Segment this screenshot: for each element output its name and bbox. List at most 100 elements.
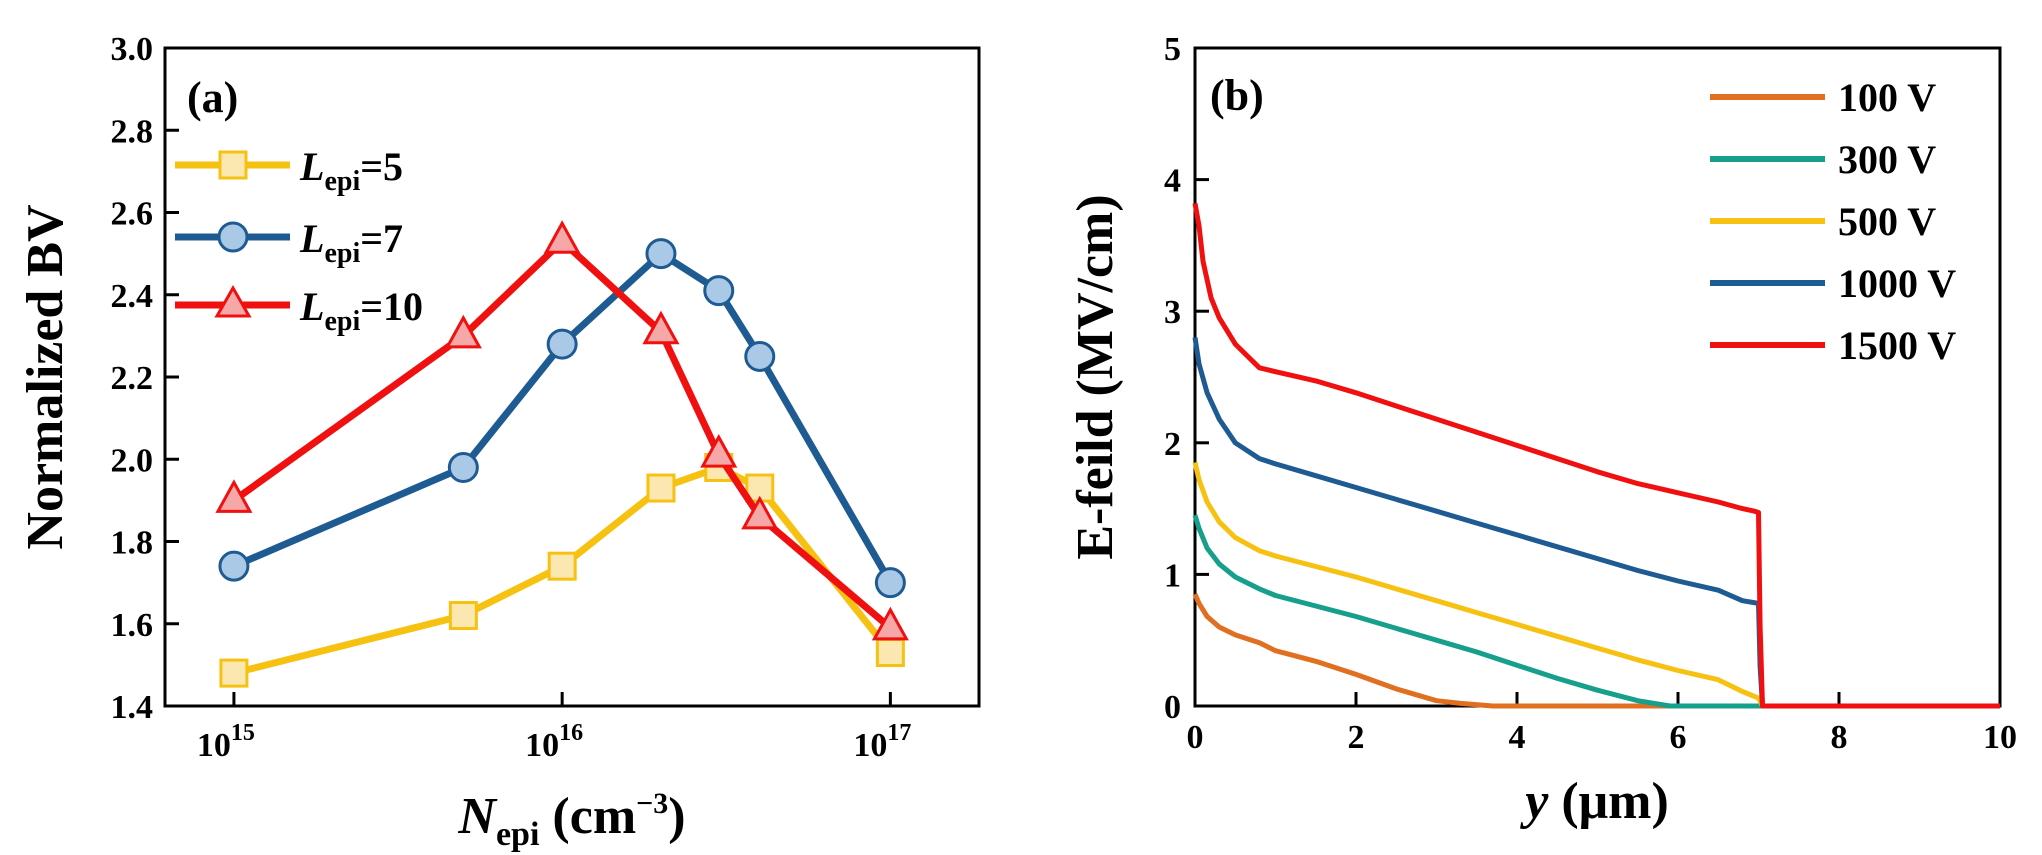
legend-label-b-1: 300 V xyxy=(1838,137,1936,182)
legend-item-b-3: 1000 V xyxy=(1710,261,1956,306)
legend-label-b-3: 1000 V xyxy=(1838,261,1956,306)
y-tick-label-b-0: 0 xyxy=(1164,689,1181,726)
panel-label-b: (b) xyxy=(1210,71,1264,120)
data-point-a-1-3 xyxy=(645,238,677,270)
data-point-a-0-0 xyxy=(219,658,249,688)
data-point-a-1-4 xyxy=(703,275,735,307)
x-tick-base-a-2: 10 xyxy=(853,727,887,764)
legend-label-b-0: 100 V xyxy=(1838,75,1936,120)
legend-label-b-2: 500 V xyxy=(1838,199,1936,244)
data-point-a-2-2 xyxy=(543,220,581,254)
y-axis-title-a: Normalized BV xyxy=(17,204,74,549)
data-point-a-0-1 xyxy=(448,601,478,631)
legend-item-b-0: 100 V xyxy=(1710,75,1936,120)
x-title-units-a: (cm xyxy=(539,788,636,845)
data-point-a-2-6 xyxy=(871,606,909,641)
x-title-sup-a: −3 xyxy=(636,787,668,820)
legend-item-b-4: 1500 V xyxy=(1710,323,1956,368)
y-tick-label-a-3: 2.0 xyxy=(111,442,154,479)
y-tick-label-a-1: 1.6 xyxy=(111,607,154,644)
x-tick-base-a-0: 10 xyxy=(197,727,231,764)
y-tick-label-a-0: 1.4 xyxy=(111,689,154,726)
series-line-b-4 xyxy=(1192,202,2000,709)
chart-b: 0 2 4 6 8 10 0 1 2 3 4 5 (b) E-feild (MV/cm) y (μm… xyxy=(1067,31,2017,830)
series-a xyxy=(215,220,909,688)
data-point-a-1-5 xyxy=(744,340,776,372)
x-tick-label-b-5: 10 xyxy=(1983,719,2017,756)
y-tick-label-b-3: 3 xyxy=(1164,294,1181,331)
legend-marker-a-2 xyxy=(214,284,252,318)
x-tick-label-a-0: 1015 xyxy=(197,720,255,764)
series-a-2 xyxy=(215,220,909,641)
x-tick-label-b-4: 8 xyxy=(1831,719,1848,756)
y-tick-label-b-5: 5 xyxy=(1164,31,1181,68)
panel-label-a: (a) xyxy=(187,73,238,122)
legend-item-a-1: Lepi=7 xyxy=(175,216,403,269)
x-tick-label-b-3: 6 xyxy=(1670,719,1687,756)
x-axis-title-b: y (μm) xyxy=(1519,773,1669,830)
x-tick-exp-a-0: 15 xyxy=(231,720,255,746)
x-tick-exp-a-1: 16 xyxy=(559,720,583,746)
x-title-main-b: y xyxy=(1519,773,1549,830)
legend-sub-a-0: epi xyxy=(324,166,360,197)
legend-marker-a-0 xyxy=(218,150,248,180)
x-tick-base-a-1: 10 xyxy=(525,727,559,764)
data-point-a-1-2 xyxy=(546,328,578,360)
series-b xyxy=(1192,202,2000,709)
x-ticks-a: 1015 1016 1017 xyxy=(197,692,911,764)
x-title-close-a: ) xyxy=(668,788,685,845)
x-title-units-b: (μm) xyxy=(1548,773,1668,830)
legend-item-b-1: 300 V xyxy=(1710,137,1936,182)
series-a-0 xyxy=(219,452,905,688)
legend-marker-a-1 xyxy=(217,221,249,253)
legend-item-b-2: 500 V xyxy=(1710,199,1936,244)
y-tick-label-a-2: 1.8 xyxy=(111,525,154,562)
x-tick-label-b-0: 0 xyxy=(1187,719,1204,756)
x-tick-exp-a-2: 17 xyxy=(887,720,911,746)
data-point-a-2-5 xyxy=(741,495,779,530)
y-tick-label-a-4: 2.2 xyxy=(111,360,154,397)
legend-main-a-1: L xyxy=(299,216,324,261)
x-axis-title-a: Nepi (cm−3) xyxy=(457,787,685,853)
x-tick-label-b-2: 4 xyxy=(1509,719,1526,756)
data-point-a-2-3 xyxy=(642,310,680,345)
chart-a: 1015 1016 1017 1.41.61.82.02.22.42.62.83.0… xyxy=(17,31,981,853)
legend-b: 100 V 300 V 500 V 1000 V 1500 V xyxy=(1710,75,1956,368)
y-ticks-a: 1.4 1.6 1.8 2.0 2.2 2.4 2.6 2.8 3.0 xyxy=(111,31,179,726)
data-point-a-2-0 xyxy=(215,479,253,513)
y-ticks-b: 0 1 2 3 4 5 xyxy=(1164,31,1209,726)
data-point-a-0-6 xyxy=(875,638,905,668)
y-tick-label-a-8: 3.0 xyxy=(111,31,154,68)
legend-rest-a-2: =10 xyxy=(360,284,423,329)
y-tick-label-a-6: 2.6 xyxy=(111,196,154,233)
legend-main-a-0: L xyxy=(299,144,324,189)
series-a-1 xyxy=(218,238,906,599)
series-line-b-1 xyxy=(1192,514,2000,709)
x-tick-label-a-2: 1017 xyxy=(853,720,911,764)
data-point-a-2-1 xyxy=(444,314,482,349)
data-point-a-2-4 xyxy=(700,434,738,468)
y-tick-label-b-4: 4 xyxy=(1164,163,1181,200)
legend-label-a-0: Lepi=5 xyxy=(299,144,403,197)
legend-a: Lepi=5 Lepi=7 Lepi=10 xyxy=(175,144,423,337)
y-tick-label-b-1: 1 xyxy=(1164,557,1181,594)
data-point-a-1-6 xyxy=(874,567,906,599)
legend-label-b-4: 1500 V xyxy=(1838,323,1956,368)
x-title-sub-a: epi xyxy=(496,816,539,853)
y-axis-title-b: E-feild (MV/cm) xyxy=(1067,194,1124,559)
legend-label-a-2: Lepi=10 xyxy=(299,284,423,337)
legend-item-a-2: Lepi=10 xyxy=(175,284,423,337)
y-tick-label-a-5: 2.4 xyxy=(111,278,154,315)
x-ticks-b: 0 2 4 6 8 10 xyxy=(1187,692,2017,756)
data-point-a-0-2 xyxy=(547,551,577,581)
x-tick-label-b-1: 2 xyxy=(1348,719,1365,756)
series-line-b-3 xyxy=(1192,337,2000,709)
legend-label-a-1: Lepi=7 xyxy=(299,216,403,269)
series-line-b-2 xyxy=(1192,461,2000,709)
data-point-a-1-1 xyxy=(447,451,479,483)
y-tick-label-a-7: 2.8 xyxy=(111,113,154,150)
legend-main-a-2: L xyxy=(299,284,324,329)
legend-item-a-0: Lepi=5 xyxy=(175,144,403,197)
y-tick-label-b-2: 2 xyxy=(1164,426,1181,463)
